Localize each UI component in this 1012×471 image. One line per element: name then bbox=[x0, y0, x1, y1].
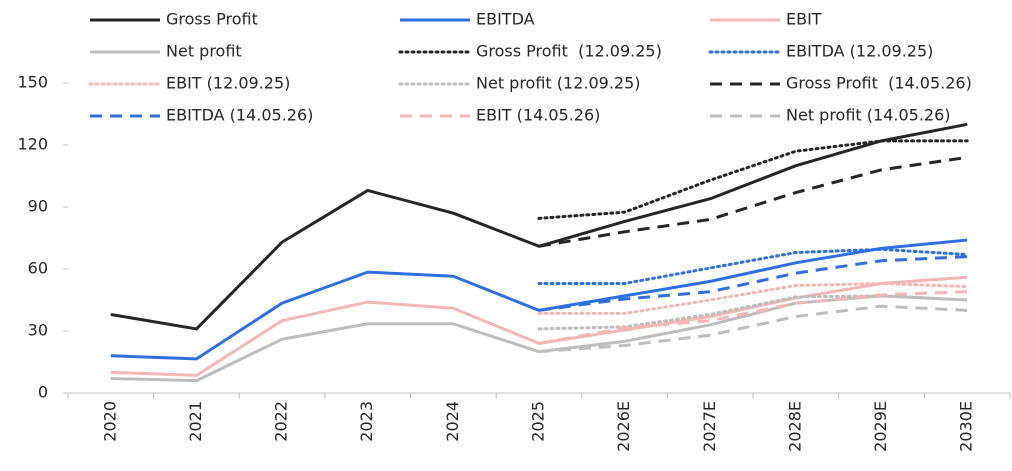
legend-label: Net profit (12.09.25) bbox=[476, 74, 641, 93]
series-line bbox=[537, 139, 969, 220]
series-line bbox=[538, 290, 968, 345]
y-tick-label: 30 bbox=[28, 321, 48, 340]
x-tick-label: 2027E bbox=[700, 401, 719, 452]
x-tick-label: 2024 bbox=[443, 401, 462, 442]
legend-label: Gross Profit (12.09.25) bbox=[476, 42, 662, 61]
series-line bbox=[538, 304, 968, 354]
legend-label: EBITDA bbox=[476, 10, 535, 29]
series-line bbox=[110, 294, 968, 383]
y-tick-label: 90 bbox=[28, 197, 48, 216]
legend-label: Gross Profit (14.05.26) bbox=[786, 74, 972, 93]
y-tick-label: 60 bbox=[28, 259, 48, 278]
x-tick-label: 2025 bbox=[529, 401, 548, 442]
x-tick-label: 2030E bbox=[957, 401, 976, 452]
series-line bbox=[537, 294, 969, 331]
series-line bbox=[110, 122, 968, 331]
x-tick-label: 2026E bbox=[614, 401, 633, 452]
legend-label: EBITDA (12.09.25) bbox=[786, 42, 933, 61]
x-tick-label: 2023 bbox=[357, 401, 376, 442]
legend-label: Net profit bbox=[166, 42, 242, 61]
series-line bbox=[537, 247, 969, 285]
y-tick-label: 150 bbox=[17, 73, 48, 92]
legend-label: Net profit (14.05.26) bbox=[786, 106, 951, 125]
y-tick-label: 120 bbox=[17, 135, 48, 154]
series-line bbox=[538, 255, 968, 312]
x-tick-label: 2029E bbox=[871, 401, 890, 452]
legend-label: EBIT bbox=[786, 10, 822, 29]
legend-label: Gross Profit bbox=[166, 10, 258, 29]
y-tick-label: 0 bbox=[38, 383, 48, 402]
legend-label: EBITDA (14.05.26) bbox=[166, 106, 313, 125]
legend-label: EBIT (14.05.26) bbox=[476, 106, 600, 125]
series-line bbox=[538, 155, 968, 248]
legend-label: EBIT (12.09.25) bbox=[166, 74, 290, 93]
x-tick-label: 2021 bbox=[186, 401, 205, 442]
x-tick-label: 2028E bbox=[785, 401, 804, 452]
x-tick-label: 2020 bbox=[100, 401, 119, 442]
x-tick-label: 2022 bbox=[272, 401, 291, 442]
series-line bbox=[537, 281, 969, 315]
